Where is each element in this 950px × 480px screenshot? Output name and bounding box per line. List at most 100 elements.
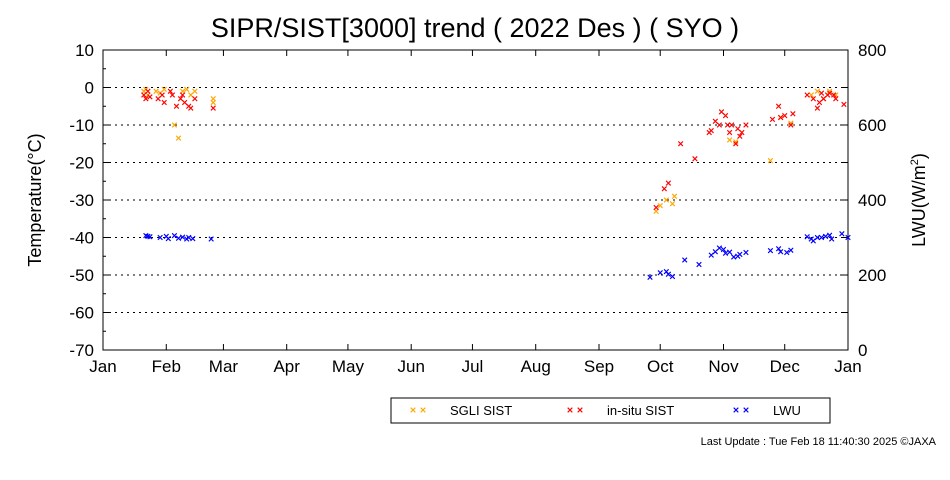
last-update-text: Last Update : Tue Feb 18 11:40:30 2025 ©…: [700, 436, 936, 448]
in-situ-sist-point: [782, 112, 788, 119]
x-tick-label: Jan: [834, 357, 861, 376]
in-situ-sist-point: [161, 99, 167, 106]
sgli-sist-point: [788, 120, 794, 126]
x-tick-label: May: [332, 357, 365, 376]
lwu-point: [726, 249, 733, 255]
lwu-point: [814, 234, 821, 241]
y-axis-right: 800 600 400 200 0: [840, 41, 886, 360]
y-tick-label: -40: [69, 229, 94, 248]
sgli-sist-point: [171, 122, 178, 128]
lwu-point: [722, 250, 729, 256]
y-tick-label: -70: [69, 341, 94, 360]
lwu-point: [743, 249, 749, 256]
lwu-point: [826, 232, 833, 238]
in-situ-sist-point: [814, 105, 821, 111]
y-tick-label: 0: [85, 79, 94, 98]
in-situ-sist-point: [177, 96, 184, 102]
legend-marker-lwu: [743, 407, 749, 413]
chart-title: SIPR/SIST[3000] trend ( 2022 Des ) ( SYO…: [211, 13, 739, 43]
in-situ-sist-point: [210, 105, 216, 111]
lwu-point: [839, 231, 845, 237]
legend-label-sgli-sist: SGLI SIST: [450, 403, 512, 418]
in-situ-sist-point: [661, 186, 667, 192]
in-situ-sist-point: [826, 90, 833, 96]
in-situ-sist-point: [743, 122, 749, 128]
sgli-sist-point: [767, 157, 774, 164]
in-situ-sist-point: [726, 129, 733, 136]
legend-marker-sgli-sist: [420, 407, 426, 413]
sgli-sist-point: [657, 202, 663, 209]
y2-tick-label: 800: [858, 41, 886, 60]
x-tick-label: Dec: [770, 357, 801, 376]
legend-marker-in-situ-sist: [567, 407, 573, 413]
in-situ-sist-point: [722, 112, 729, 119]
in-situ-sist-point: [169, 92, 176, 98]
lwu-point: [716, 245, 723, 251]
in-situ-sist-point: [728, 122, 735, 128]
lwu-point: [784, 249, 790, 256]
in-situ-sist-point: [841, 101, 847, 108]
in-situ-sist-point: [810, 96, 816, 102]
y2-axis-label: LWU(W/m2): [909, 153, 929, 247]
in-situ-sist-point: [653, 204, 659, 211]
in-situ-sist-point: [816, 99, 823, 106]
lwu-point: [777, 249, 784, 255]
in-situ-sist-point: [188, 105, 194, 111]
in-situ-sist-point: [788, 122, 794, 128]
lwu-point: [171, 232, 178, 239]
lwu-point: [775, 246, 782, 252]
x-axis: Jan Feb Mar Apr May Jun Jul Aug Sep Oct Nov Dec Jan: [89, 50, 862, 376]
y2-axis-label-main: LWU(W/m: [909, 165, 929, 247]
in-situ-sist-point: [735, 126, 741, 132]
y2-tick-label: 400: [858, 191, 886, 210]
lwu-point: [682, 257, 688, 263]
y2-tick-label: 600: [858, 116, 886, 135]
lwu-point: [720, 246, 727, 253]
lwu-point: [737, 251, 743, 258]
lwu-point: [818, 234, 825, 241]
in-situ-sist-point: [790, 111, 796, 117]
lwu-point: [845, 234, 851, 241]
in-situ-sist-point: [179, 92, 186, 98]
lwu-point: [767, 247, 774, 254]
sgli-sist-point: [153, 88, 159, 94]
legend-label-in-situ-sist: in-situ SIST: [607, 403, 674, 418]
x-tick-label: Mar: [209, 357, 239, 376]
lwu-point: [828, 236, 835, 242]
sgli-sist-point: [192, 88, 198, 94]
lwu-point: [822, 233, 829, 240]
in-situ-sist-point: [833, 96, 839, 102]
y2-tick-label: 200: [858, 266, 886, 285]
in-situ-sist-point: [818, 90, 825, 96]
in-situ-sist-point: [831, 92, 837, 98]
lwu-point: [647, 274, 653, 280]
in-situ-sist-point: [716, 122, 723, 128]
lwu-point: [190, 235, 196, 242]
y-tick-label: -60: [69, 304, 94, 323]
y2-tick-label: 0: [858, 341, 867, 360]
legend: SGLI SIST in-situ SIST LWU: [390, 397, 831, 424]
in-situ-sist-point: [665, 180, 672, 186]
sgli-sist-point: [663, 197, 670, 203]
in-situ-sist-point: [777, 114, 784, 121]
in-situ-sist-point: [769, 116, 776, 123]
in-situ-sist-point: [192, 96, 198, 102]
lwu-point: [788, 247, 794, 253]
in-situ-sist-point: [775, 103, 782, 109]
in-situ-sist-point: [739, 129, 745, 136]
sgli-sist-point: [183, 86, 190, 93]
lwu-point: [208, 236, 214, 242]
x-tick-label: Feb: [152, 357, 181, 376]
in-situ-sist-point: [724, 122, 731, 128]
lwu-point: [179, 234, 186, 240]
in-situ-sist-point: [677, 141, 684, 147]
lwu-point: [175, 235, 182, 241]
y-tick-label: -30: [69, 191, 94, 210]
in-situ-sist-point: [692, 156, 698, 162]
in-situ-sist-point: [733, 141, 739, 147]
sgli-sist-point: [210, 99, 216, 106]
x-tick-label: Aug: [521, 357, 551, 376]
x-tick-label: Jul: [462, 357, 484, 376]
sgli-sist-point: [671, 193, 678, 199]
in-situ-sist-point: [145, 88, 151, 94]
